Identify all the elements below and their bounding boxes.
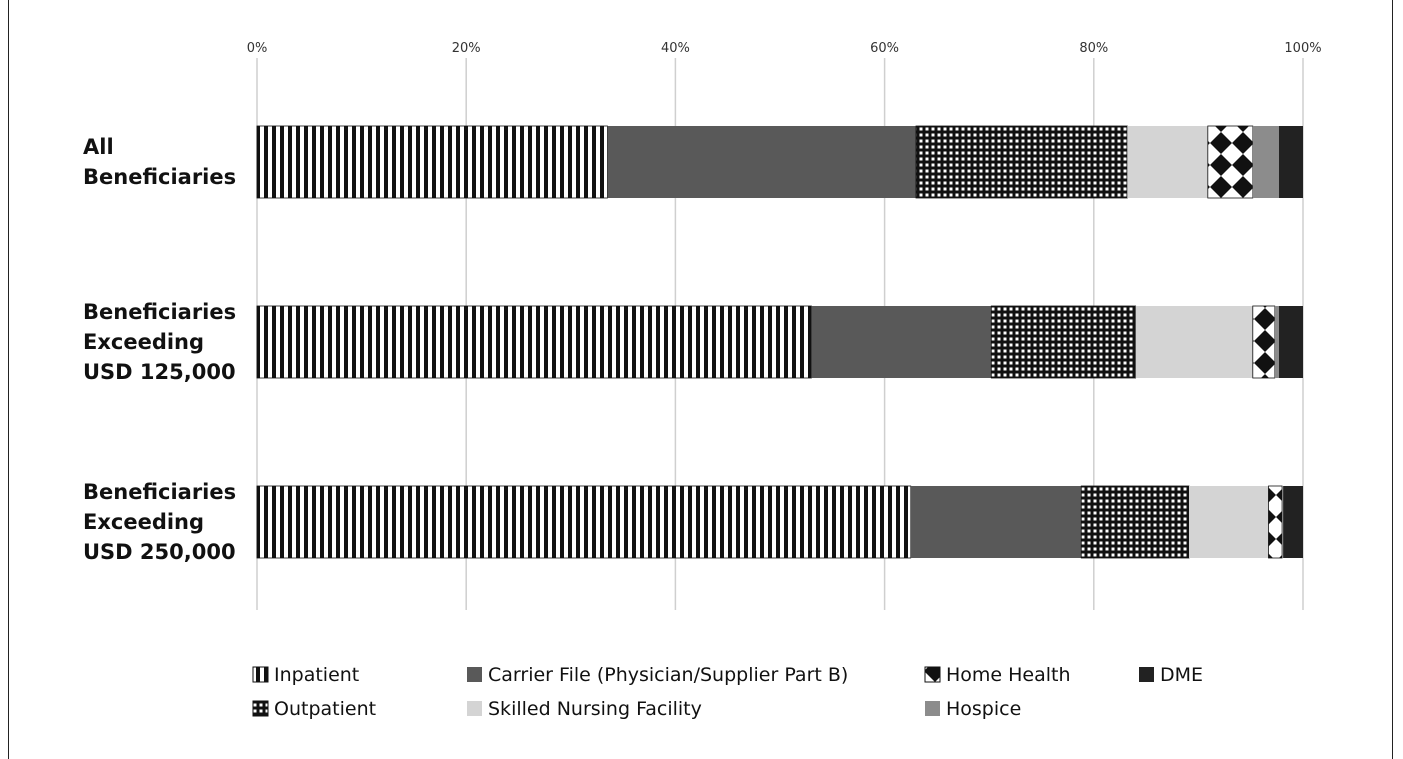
x-tick-label: 100% (1284, 41, 1321, 56)
category-label: USD 125,000 (83, 360, 236, 384)
bar-segment-home-health (1252, 305, 1276, 379)
bar-segment-carrier-file-physician-supplier-part-b- (607, 126, 916, 198)
legend-label: DME (1160, 664, 1203, 686)
legend-label: Hospice (946, 698, 1021, 720)
bar-segment-hospice (1252, 126, 1279, 198)
bar-segment-hospice (1274, 306, 1279, 378)
category-label: USD 250,000 (83, 540, 236, 564)
category-label: Beneficiaries (83, 480, 236, 504)
legend-swatch (924, 666, 941, 683)
bar-segment-home-health (1207, 125, 1254, 199)
legend-label: Home Health (946, 664, 1071, 686)
bar-segment-inpatient (256, 125, 608, 199)
x-tick-label: 80% (1079, 41, 1108, 56)
bar-segment-outpatient (915, 125, 1128, 199)
x-tick-label: 40% (661, 41, 690, 56)
category-label: Exceeding (83, 330, 204, 354)
bar-segment-outpatient (990, 305, 1137, 379)
legend-label: Carrier File (Physician/Supplier Part B) (488, 664, 848, 686)
category-label: Beneficiaries (83, 300, 236, 324)
legend-swatch (467, 701, 482, 716)
bar-segment-dme (1283, 486, 1303, 558)
bar-segment-skilled-nursing-facility (1135, 306, 1253, 378)
legend-swatch (252, 666, 269, 683)
category-label: Exceeding (83, 510, 204, 534)
category-label: All (83, 135, 114, 159)
legend-label: Skilled Nursing Facility (488, 698, 702, 720)
bar-segment-inpatient (256, 305, 812, 379)
bar-segment-dme (1278, 306, 1303, 378)
legend-swatch (252, 700, 269, 717)
bar-segment-home-health (1268, 485, 1283, 559)
x-tick-label: 20% (452, 41, 481, 56)
legend-label: Inpatient (274, 664, 359, 686)
bar-segment-dme (1278, 126, 1303, 198)
bar-segment-skilled-nursing-facility (1188, 486, 1269, 558)
chart-frame (8, 0, 1393, 759)
legend-swatch (467, 667, 482, 682)
x-tick-label: 0% (247, 41, 268, 56)
legend-swatch (925, 701, 940, 716)
bar-segment-hospice (1282, 486, 1284, 558)
bar-segment-outpatient (1080, 485, 1190, 559)
legend-swatch (1139, 667, 1154, 682)
bar-segment-carrier-file-physician-supplier-part-b- (910, 486, 1082, 558)
legend-label: Outpatient (274, 698, 376, 720)
bar-segment-carrier-file-physician-supplier-part-b- (811, 306, 992, 378)
x-tick-label: 60% (870, 41, 899, 56)
bar-segment-skilled-nursing-facility (1127, 126, 1208, 198)
category-label: Beneficiaries (83, 165, 236, 189)
bar-segment-inpatient (256, 485, 912, 559)
